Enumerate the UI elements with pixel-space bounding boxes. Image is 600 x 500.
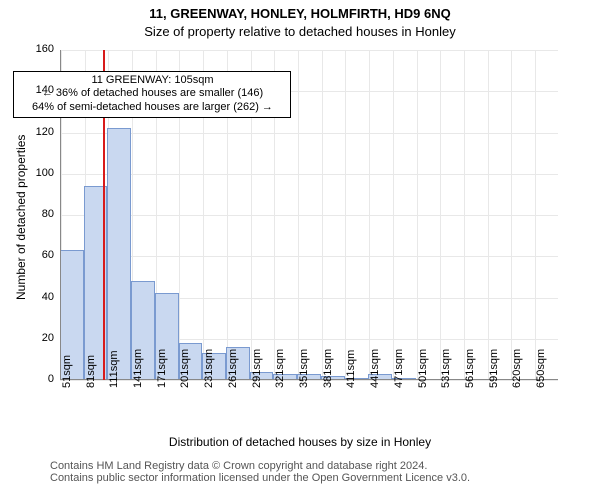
chart-title: 11, GREENWAY, HONLEY, HOLMFIRTH, HD9 6NQ	[0, 6, 600, 21]
chart-subtitle: Size of property relative to detached ho…	[0, 24, 600, 39]
y-tick-label: 40	[14, 291, 54, 303]
y-tick-label: 120	[14, 126, 54, 138]
y-tick-label: 100	[14, 167, 54, 179]
gridline	[60, 50, 558, 51]
x-axis-label: Distribution of detached houses by size …	[0, 435, 600, 449]
attribution-text: Contains HM Land Registry data © Crown c…	[50, 460, 470, 484]
gridline	[511, 50, 512, 380]
gridline	[464, 50, 465, 380]
annotation-line: 11 GREENWAY: 105sqm	[18, 74, 286, 88]
gridline	[417, 50, 418, 380]
y-tick-label: 60	[14, 249, 54, 261]
gridline	[60, 133, 558, 134]
gridline	[60, 256, 558, 257]
y-tick-label: 0	[14, 373, 54, 385]
annotation-line: 64% of semi-detached houses are larger (…	[18, 101, 286, 115]
bar	[107, 128, 131, 380]
gridline	[393, 50, 394, 380]
plot-area: 11 GREENWAY: 105sqm← 36% of detached hou…	[60, 50, 558, 380]
y-tick-label: 20	[14, 332, 54, 344]
gridline	[345, 50, 346, 380]
gridline	[369, 50, 370, 380]
gridline	[298, 50, 299, 380]
y-tick-label: 80	[14, 208, 54, 220]
y-tick-label: 140	[14, 84, 54, 96]
gridline	[60, 174, 558, 175]
gridline	[440, 50, 441, 380]
gridline	[60, 215, 558, 216]
gridline	[322, 50, 323, 380]
y-tick-label: 160	[14, 43, 54, 55]
annotation-box: 11 GREENWAY: 105sqm← 36% of detached hou…	[13, 71, 291, 118]
gridline	[535, 50, 536, 380]
gridline	[488, 50, 489, 380]
annotation-line: ← 36% of detached houses are smaller (14…	[18, 87, 286, 101]
